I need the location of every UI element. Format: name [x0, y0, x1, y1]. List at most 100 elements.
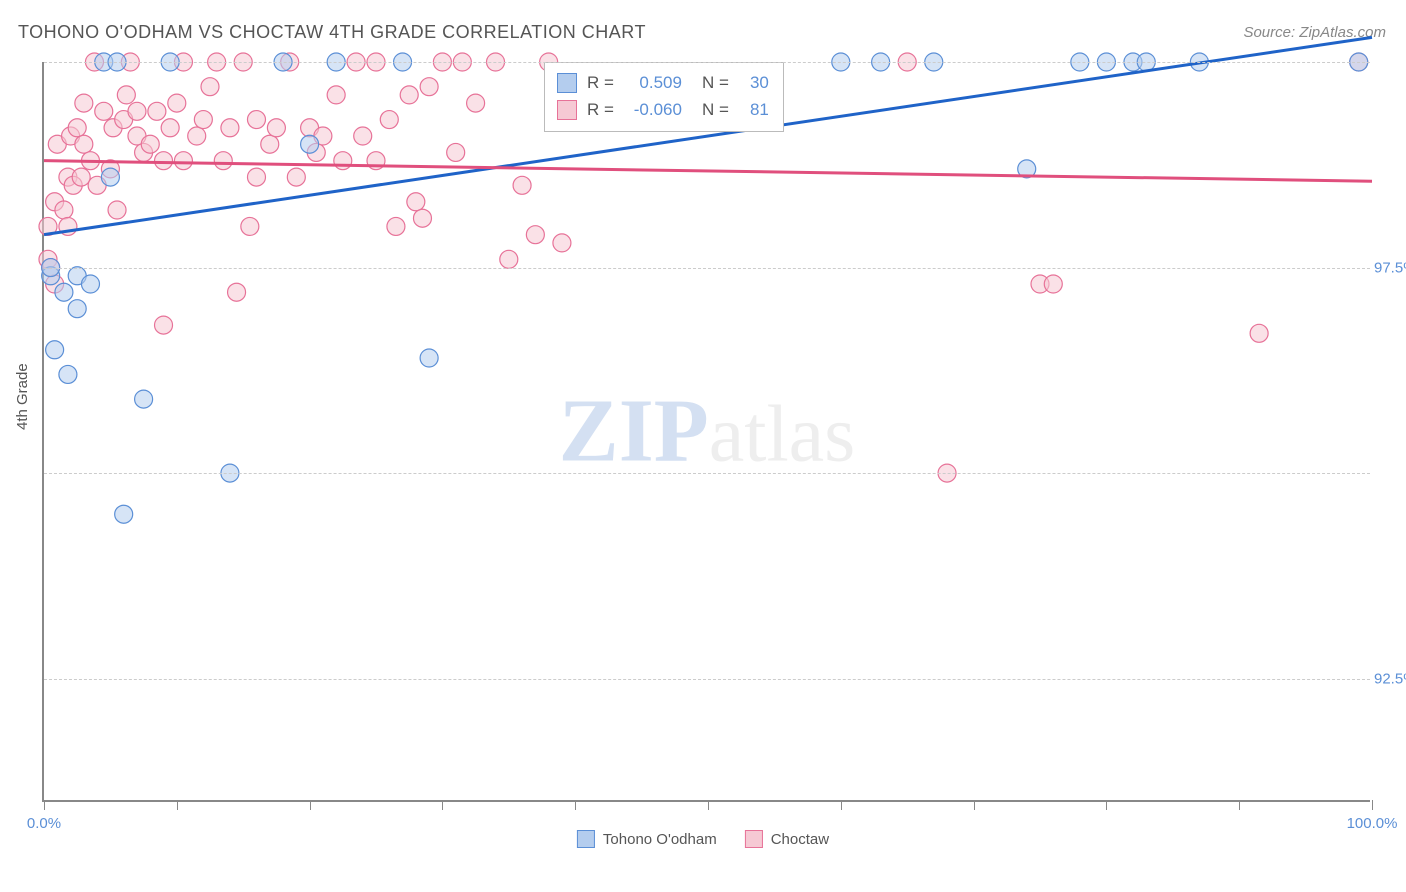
stats-swatch	[557, 100, 577, 120]
data-point	[117, 86, 135, 104]
data-point	[267, 119, 285, 137]
data-point	[214, 152, 232, 170]
data-point	[1044, 275, 1062, 293]
data-point	[513, 176, 531, 194]
data-point	[301, 135, 319, 153]
stats-box: R = 0.509 N = 30 R = -0.060 N = 81	[544, 62, 784, 132]
data-point	[400, 86, 418, 104]
data-point	[387, 217, 405, 235]
data-point	[95, 102, 113, 120]
gridline	[44, 62, 1370, 63]
data-point	[287, 168, 305, 186]
plot-area: ZIPatlas R =0.509N =30R =-0.060N =81 92.…	[42, 62, 1370, 802]
data-point	[55, 283, 73, 301]
r-value: -0.060	[624, 96, 682, 123]
data-point	[261, 135, 279, 153]
data-point	[1250, 324, 1268, 342]
x-tick	[1106, 800, 1107, 810]
data-point	[201, 78, 219, 96]
plot-svg	[44, 62, 1370, 800]
data-point	[228, 283, 246, 301]
x-tick	[575, 800, 576, 810]
data-point	[141, 135, 159, 153]
data-point	[135, 390, 153, 408]
legend-item: Choctaw	[745, 830, 829, 848]
x-tick	[1372, 800, 1373, 810]
data-point	[115, 505, 133, 523]
data-point	[68, 300, 86, 318]
data-point	[380, 111, 398, 129]
x-tick-label: 100.0%	[1347, 815, 1398, 832]
data-point	[128, 102, 146, 120]
data-point	[148, 102, 166, 120]
data-point	[354, 127, 372, 145]
x-tick	[974, 800, 975, 810]
data-point	[327, 86, 345, 104]
legend-swatch	[745, 830, 763, 848]
data-point	[46, 341, 64, 359]
data-point	[59, 365, 77, 383]
data-point	[75, 135, 93, 153]
legend-swatch	[577, 830, 595, 848]
trend-line	[44, 161, 1372, 182]
data-point	[221, 119, 239, 137]
chart-container: TOHONO O'ODHAM VS CHOCTAW 4TH GRADE CORR…	[0, 0, 1406, 892]
stats-swatch	[557, 73, 577, 93]
legend-label: Choctaw	[771, 831, 829, 848]
data-point	[420, 78, 438, 96]
data-point	[194, 111, 212, 129]
data-point	[334, 152, 352, 170]
x-tick	[708, 800, 709, 810]
y-axis-label: 4th Grade	[14, 363, 31, 430]
data-point	[247, 168, 265, 186]
data-point	[68, 119, 86, 137]
r-value: 0.509	[624, 69, 682, 96]
data-point	[553, 234, 571, 252]
gridline	[44, 679, 1370, 680]
data-point	[155, 152, 173, 170]
r-label: R =	[587, 96, 614, 123]
data-point	[241, 217, 259, 235]
data-point	[174, 152, 192, 170]
y-tick-label: 92.5%	[1374, 670, 1406, 687]
data-point	[75, 94, 93, 112]
gridline	[44, 268, 1370, 269]
stats-row: R = -0.060 N = 81	[557, 96, 769, 123]
data-point	[500, 250, 518, 268]
data-point	[467, 94, 485, 112]
data-point	[420, 349, 438, 367]
stats-row: R = 0.509 N = 30	[557, 69, 769, 96]
x-tick	[1239, 800, 1240, 810]
data-point	[108, 201, 126, 219]
data-point	[55, 201, 73, 219]
n-label: N =	[702, 69, 729, 96]
data-point	[161, 119, 179, 137]
data-point	[81, 275, 99, 293]
chart-title: TOHONO O'ODHAM VS CHOCTAW 4TH GRADE CORR…	[18, 22, 646, 43]
n-value: 81	[739, 96, 769, 123]
x-tick	[310, 800, 311, 810]
r-label: R =	[587, 69, 614, 96]
legend-item: Tohono O'odham	[577, 830, 717, 848]
data-point	[188, 127, 206, 145]
data-point	[101, 168, 119, 186]
x-tick	[177, 800, 178, 810]
y-tick-label: 97.5%	[1374, 259, 1406, 276]
x-tick	[442, 800, 443, 810]
gridline	[44, 473, 1370, 474]
data-point	[155, 316, 173, 334]
n-value: 30	[739, 69, 769, 96]
x-tick	[841, 800, 842, 810]
data-point	[407, 193, 425, 211]
x-tick	[44, 800, 45, 810]
data-point	[413, 209, 431, 227]
data-point	[447, 143, 465, 161]
data-point	[72, 168, 90, 186]
n-label: N =	[702, 96, 729, 123]
legend-label: Tohono O'odham	[603, 831, 717, 848]
data-point	[168, 94, 186, 112]
data-point	[526, 226, 544, 244]
legend-bottom: Tohono O'odham Choctaw	[577, 830, 829, 848]
data-point	[247, 111, 265, 129]
x-tick-label: 0.0%	[27, 815, 61, 832]
